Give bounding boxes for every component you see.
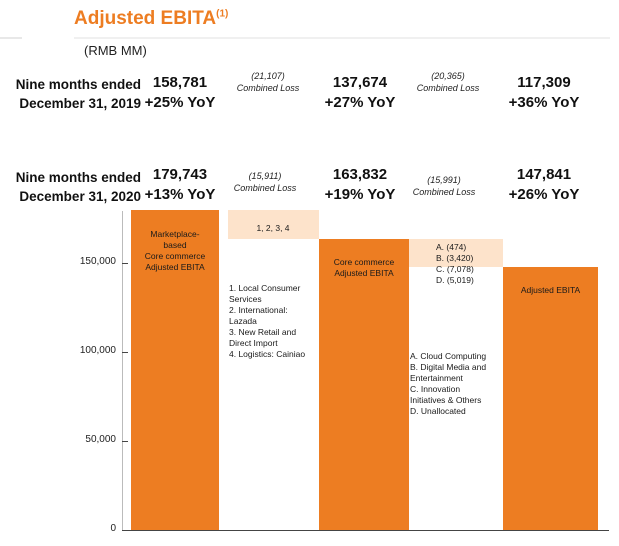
bar3-label: Core commerce Adjusted EBITA: [333, 257, 395, 278]
y-tick-label: 50,000: [85, 434, 116, 446]
bar-loss-2: [409, 238, 503, 268]
bar-adjusted: [503, 267, 598, 530]
y-tick-mark: [122, 530, 128, 531]
bar5-label: Adjusted EBITA: [520, 285, 581, 295]
y-tick-mark: [122, 441, 128, 443]
y-tick-mark: [122, 263, 128, 265]
bar2-label: 1, 2, 3, 4: [256, 223, 290, 233]
bar-marketplace: [131, 210, 219, 530]
x-axis: [122, 530, 609, 531]
row-2020-core-commerce: 179,743 +13% YoY: [144, 166, 216, 203]
row-2019-core-commerce-ebita: 137,674 +27% YoY: [324, 74, 396, 111]
bar4-label: A. (474) B. (3,420) C. (7,078) D. (5,019…: [436, 242, 474, 285]
divider: [74, 37, 610, 39]
combined-loss-2-notes: A. Cloud Computing B. Digital Media and …: [410, 351, 487, 416]
row-2019-adjusted-ebita: 117,309 +36% YoY: [508, 74, 580, 111]
row-2020-adjusted-ebita: 147,841 +26% YoY: [508, 166, 580, 203]
unit-label: (RMB MM): [84, 43, 147, 58]
bar-loss-2-body: [409, 267, 503, 530]
row-2020-label: Nine months ended December 31, 2020: [15, 170, 141, 204]
row-2020-combined-loss-2: (15,991) Combined Loss: [412, 175, 476, 197]
row-2019-combined-loss-2: (20,365) Combined Loss: [416, 71, 480, 93]
row-2019-core-commerce: 158,781 +25% YoY: [144, 74, 216, 111]
bar1-label: Marketplace- based Core commerce Adjuste…: [144, 229, 206, 272]
y-axis: [122, 211, 123, 531]
y-tick-label: 150,000: [79, 256, 116, 268]
bar-loss-1: [228, 210, 319, 239]
row-2019-combined-loss-1: (21,107) Combined Loss: [236, 71, 300, 93]
y-tick-mark: [122, 352, 128, 354]
y-tick-label: 0: [110, 523, 116, 534]
combined-loss-1-notes: 1. Local Consumer Services 2. Internatio…: [229, 283, 306, 359]
top-bar: [0, 0, 619, 3]
row-2020-combined-loss-1: (15,911) Combined Loss: [233, 171, 297, 193]
bar-core-commerce: [319, 238, 409, 530]
y-tick-label: 100,000: [79, 345, 116, 357]
page-title: Adjusted EBITA(1): [74, 8, 229, 29]
divider-left: [0, 37, 22, 39]
row-2020-core-commerce-ebita: 163,832 +19% YoY: [324, 166, 396, 203]
row-2019-label: Nine months ended December 31, 2019: [15, 77, 141, 111]
bar-loss-1-body: [228, 238, 319, 530]
